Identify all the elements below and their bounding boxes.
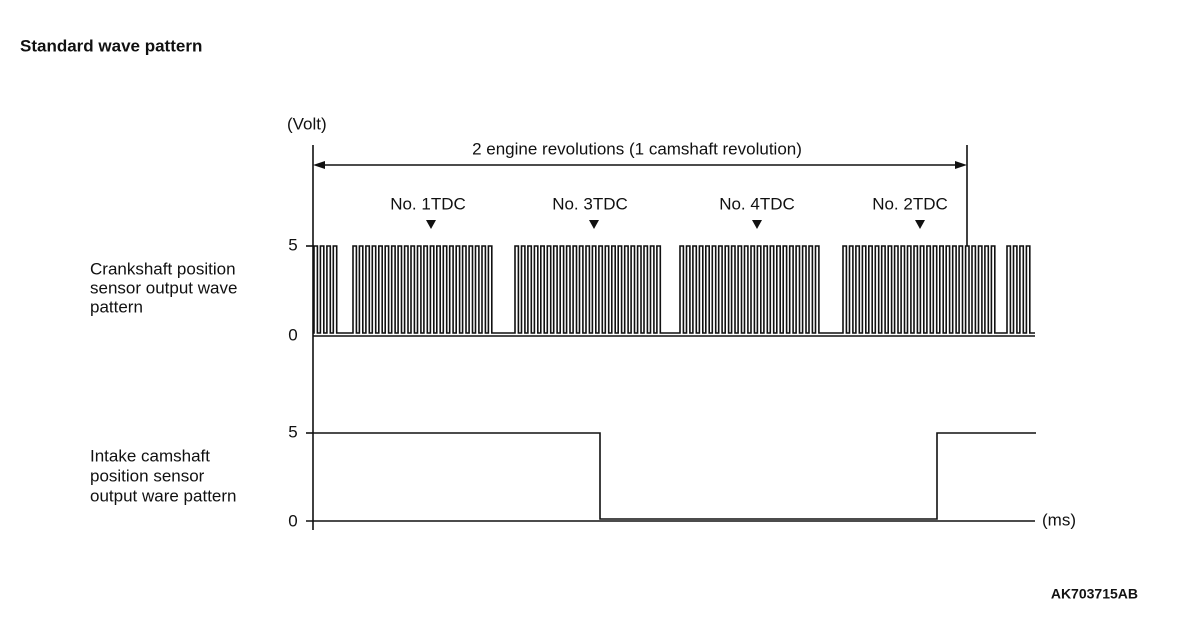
- cam-label: output ware pattern: [90, 486, 236, 505]
- cam-label: position sensor: [90, 466, 205, 485]
- level-label: 5: [288, 235, 297, 254]
- crank-label: sensor output wave: [90, 278, 237, 297]
- cam-wave: [313, 432, 1036, 520]
- arrow-head: [955, 161, 967, 169]
- figure-code: AK703715AB: [1051, 586, 1138, 602]
- tdc-label: No. 1TDC: [390, 194, 466, 213]
- cam-label: Intake camshaft: [90, 446, 210, 465]
- title: Standard wave pattern: [20, 36, 202, 55]
- tdc-label: No. 3TDC: [552, 194, 628, 213]
- level-label: 0: [288, 325, 297, 344]
- arrow-head: [313, 161, 325, 169]
- crank-wave: [313, 245, 1035, 334]
- level-label: 0: [288, 511, 297, 530]
- tdc-marker: [752, 220, 762, 229]
- tdc-marker: [915, 220, 925, 229]
- level-label: 5: [288, 422, 297, 441]
- crank-label: pattern: [90, 297, 143, 316]
- tdc-marker: [589, 220, 599, 229]
- tdc-marker: [426, 220, 436, 229]
- x-axis-label: (ms): [1042, 510, 1076, 529]
- y-axis-label: (Volt): [287, 114, 327, 133]
- tdc-label: No. 4TDC: [719, 194, 795, 213]
- span-label: 2 engine revolutions (1 camshaft revolut…: [472, 139, 802, 158]
- tdc-label: No. 2TDC: [872, 194, 948, 213]
- crank-label: Crankshaft position: [90, 259, 236, 278]
